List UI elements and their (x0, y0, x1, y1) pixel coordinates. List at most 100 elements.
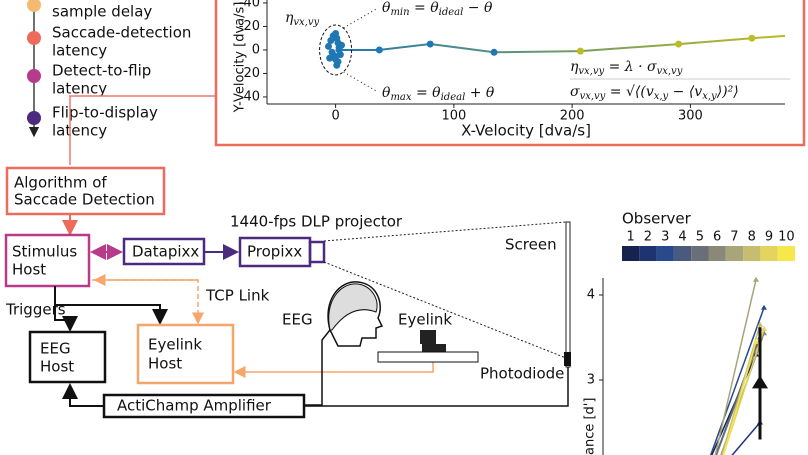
eeg-host-label: EEG (40, 340, 71, 358)
arrow (62, 383, 104, 407)
algorithm-box (5, 166, 166, 216)
algorithm-label: Saccade Detection (14, 191, 155, 209)
observer-marker (761, 326, 767, 331)
timeline-label: Detect-to-flip (52, 62, 151, 80)
photodiode-cable (305, 367, 569, 407)
projection-ray (323, 221, 567, 242)
timeline-dot (27, 0, 41, 12)
math-part: ideal (439, 7, 464, 18)
timeline-label: sample delay (52, 3, 152, 21)
x-tick-label: 100 (441, 109, 466, 124)
x-tick-label: 0 (331, 109, 339, 124)
observer-line (709, 307, 765, 455)
legend-swatch (760, 246, 778, 261)
legend-label: 6 (713, 230, 721, 245)
math-part: x,y (654, 91, 669, 102)
legend-label: 2 (644, 230, 652, 245)
timeline-label: latency (52, 42, 107, 60)
eeg-label: EEG (282, 311, 313, 329)
y-tick-label: 40 (243, 89, 260, 104)
datapixx-label: Datapixx (132, 243, 199, 261)
trajectory-point (675, 40, 683, 48)
y-axis-label: ance [d'] (583, 398, 598, 455)
math-part: vx,vy (293, 17, 319, 28)
legend-label: 7 (730, 230, 738, 245)
projection-ray (323, 261, 567, 359)
velocity-plot: -40 -20 0 20 40 0 100 200 300 X-Velocity [dva/s] Y… (233, 0, 790, 140)
tcp-link-label: TCP Link (205, 287, 270, 305)
eta-label: ηvx,vy (285, 10, 320, 28)
tcp-link (92, 279, 204, 325)
y-tick-label: -40 (239, 0, 260, 10)
legend-label: 1 (627, 230, 635, 245)
eeg-cap (328, 283, 378, 331)
legend-label: 5 (696, 230, 704, 245)
trajectory-point (748, 34, 756, 42)
projector-label: 1440-fps DLP projector (230, 213, 403, 231)
math-part: η (570, 59, 579, 75)
y-tick-label: 0 (252, 42, 260, 57)
eyelink-label: Eyelink (398, 311, 452, 329)
connector (69, 95, 215, 165)
legend-label: 8 (748, 230, 756, 245)
eyelink-host-label: Host (148, 355, 182, 373)
math-part: σ (570, 84, 580, 100)
legend-swatch (691, 246, 709, 261)
y-tick-label: 20 (243, 66, 260, 81)
math-part: vx,vy (657, 66, 683, 77)
trajectory-point (375, 46, 383, 54)
legend-swatch (622, 246, 640, 261)
math-part: vx,vy (578, 66, 604, 77)
x-tick-label: 300 (678, 109, 703, 124)
amplifier-label: ActiChamp Amplifier (117, 397, 272, 415)
eeg-host-label: Host (40, 358, 74, 376)
timeline-label: Saccade-detection (52, 24, 191, 42)
arrow (54, 286, 78, 332)
legend-swatch (777, 246, 795, 261)
propixx-label: Propixx (247, 243, 302, 261)
cable (305, 329, 331, 406)
legend-swatch (743, 246, 761, 261)
math-part: ⟩)²⟩ (716, 84, 739, 100)
observer-line (721, 324, 761, 455)
cluster-point (324, 42, 332, 50)
table (377, 351, 479, 363)
photodiode (564, 352, 571, 366)
trajectory-line (335, 34, 786, 54)
legend-swatch (673, 246, 692, 261)
timeline: sample delaySaccade-detectionlatencyDete… (27, 0, 191, 140)
legend-title: Observer (622, 210, 692, 228)
eyelink-base (422, 344, 446, 352)
math-part: = √⟨(v (605, 84, 653, 100)
legend-swatch (708, 246, 726, 261)
cluster-point (326, 54, 334, 62)
algorithm-label: Algorithm of (14, 174, 107, 192)
timeline-dot (27, 69, 41, 83)
theta-min-label: θmin = θideal − θ (382, 0, 493, 18)
stimulus-host-box (4, 233, 91, 288)
stimulus-host-label: Stimulus (12, 243, 77, 261)
math-part: θ (382, 0, 391, 16)
y-axis-label: Y-Velocity [dva/s] (233, 2, 248, 114)
math-part: x,y (702, 91, 717, 102)
math-part: − ⟨v (668, 84, 702, 100)
legend-swatch (639, 246, 657, 261)
threshold-ellipse (319, 24, 353, 76)
triggers-label: Triggers (5, 301, 66, 319)
eyelink-host-label: Eyelink (148, 336, 202, 354)
y-tick-label: 3 (587, 373, 595, 388)
theta-max-label: θmax = θideal + θ (382, 85, 495, 103)
arrow (55, 304, 168, 325)
cluster-point (335, 46, 343, 54)
screen-label: Screen (505, 236, 557, 254)
math-part: = λ · σ (604, 59, 657, 75)
y-tick-label: -20 (239, 19, 260, 34)
sigma-formula: σvx,vy = √⟨(vx,y − ⟨vx,y⟩)²⟩ (570, 84, 739, 102)
setup-diagram: Algorithm of Saccade Detection Stimulus … (4, 166, 571, 419)
screen (565, 221, 571, 368)
observer-marker (753, 276, 759, 282)
cluster-point (333, 61, 341, 69)
timeline-label: latency (52, 122, 107, 140)
